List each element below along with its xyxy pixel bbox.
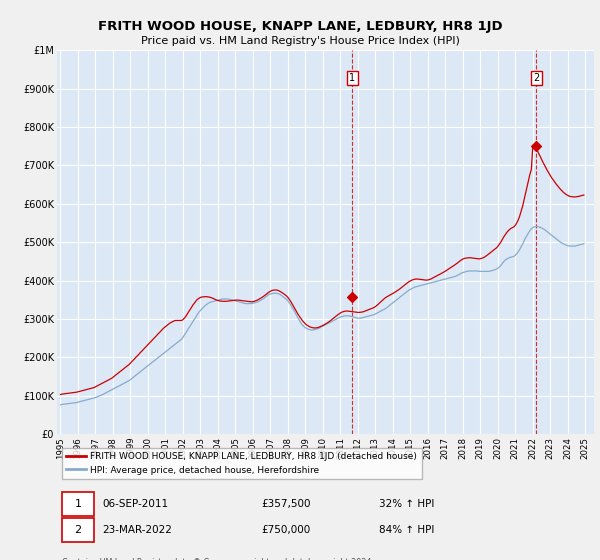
Text: 2: 2 bbox=[533, 73, 539, 83]
Text: £357,500: £357,500 bbox=[261, 499, 311, 509]
Text: 2: 2 bbox=[74, 525, 82, 535]
FancyBboxPatch shape bbox=[62, 492, 94, 516]
Text: 23-MAR-2022: 23-MAR-2022 bbox=[103, 525, 173, 535]
Text: 84% ↑ HPI: 84% ↑ HPI bbox=[379, 525, 434, 535]
Text: Price paid vs. HM Land Registry's House Price Index (HPI): Price paid vs. HM Land Registry's House … bbox=[140, 36, 460, 46]
Legend: FRITH WOOD HOUSE, KNAPP LANE, LEDBURY, HR8 1JD (detached house), HPI: Average pr: FRITH WOOD HOUSE, KNAPP LANE, LEDBURY, H… bbox=[62, 447, 422, 479]
Point bbox=[532, 142, 541, 151]
Text: FRITH WOOD HOUSE, KNAPP LANE, LEDBURY, HR8 1JD: FRITH WOOD HOUSE, KNAPP LANE, LEDBURY, H… bbox=[98, 20, 502, 32]
Text: 06-SEP-2011: 06-SEP-2011 bbox=[103, 499, 169, 509]
Text: 1: 1 bbox=[349, 73, 355, 83]
Text: Contains HM Land Registry data © Crown copyright and database right 2024.
This d: Contains HM Land Registry data © Crown c… bbox=[62, 558, 374, 560]
FancyBboxPatch shape bbox=[62, 517, 94, 542]
Point bbox=[347, 292, 357, 301]
Text: 1: 1 bbox=[74, 499, 82, 509]
Text: £750,000: £750,000 bbox=[261, 525, 310, 535]
Text: 32% ↑ HPI: 32% ↑ HPI bbox=[379, 499, 434, 509]
